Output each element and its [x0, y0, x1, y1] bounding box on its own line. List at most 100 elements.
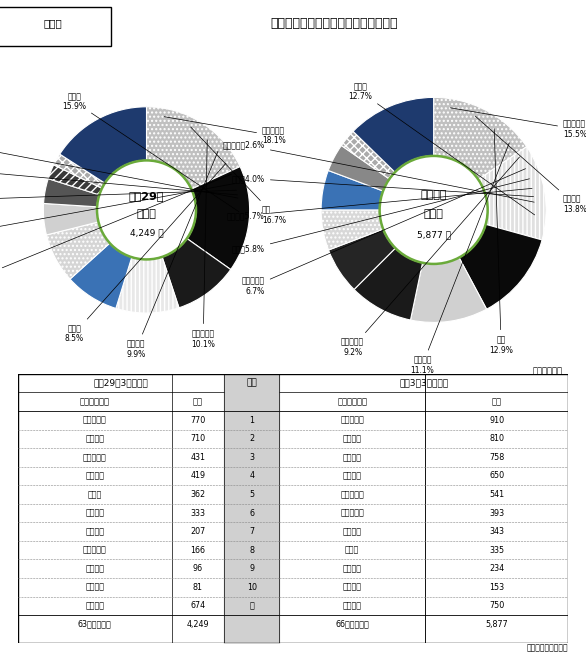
Wedge shape	[43, 178, 146, 210]
Wedge shape	[116, 210, 179, 313]
FancyBboxPatch shape	[0, 7, 111, 46]
Wedge shape	[146, 167, 250, 270]
Text: 166: 166	[190, 546, 206, 554]
Text: スリランカ　3.9%: スリランカ 3.9%	[0, 190, 237, 204]
Wedge shape	[329, 210, 434, 289]
Wedge shape	[321, 210, 434, 250]
Text: ベルー　5.7%: ベルー 5.7%	[227, 188, 532, 220]
Text: 外国人住民の国籍・地域別内訳の推移: 外国人住民の国籍・地域別内訳の推移	[270, 17, 398, 30]
Text: ３月末: ３月末	[137, 209, 156, 219]
Text: 1: 1	[249, 416, 254, 425]
Text: 96: 96	[193, 564, 203, 573]
Text: その他
15.9%: その他 15.9%	[62, 92, 239, 212]
Wedge shape	[48, 165, 146, 210]
Text: ベルー: ベルー	[87, 490, 102, 499]
Wedge shape	[46, 210, 146, 279]
Circle shape	[380, 156, 488, 264]
Text: 362: 362	[190, 490, 206, 499]
Text: 人数: 人数	[193, 398, 203, 406]
Text: フィリピン
15.5%: フィリピン 15.5%	[450, 108, 586, 138]
Text: ベルー
8.5%: ベルー 8.5%	[64, 163, 226, 343]
Text: 韓国・朝鮮: 韓国・朝鮮	[83, 453, 107, 462]
Text: ネパール: ネパール	[85, 527, 104, 536]
Wedge shape	[410, 210, 486, 323]
Text: 770: 770	[190, 416, 206, 425]
Text: 平成29年: 平成29年	[129, 192, 164, 201]
Wedge shape	[321, 171, 434, 210]
Text: フィリピン: フィリピン	[83, 416, 107, 425]
Text: 3: 3	[249, 453, 254, 462]
Text: スリランカ: スリランカ	[83, 546, 107, 554]
Text: 63か国・地域: 63か国・地域	[78, 620, 111, 629]
Text: ネパール: ネパール	[343, 472, 362, 480]
Text: 韓国・朝鮮
6.7%: 韓国・朝鮮 6.7%	[242, 169, 526, 296]
Wedge shape	[434, 97, 527, 210]
Text: 674: 674	[190, 602, 206, 610]
Text: ネパール
11.1%: ネパール 11.1%	[411, 143, 509, 375]
Text: 333: 333	[190, 508, 206, 518]
Text: フィリピン
18.1%: フィリピン 18.1%	[164, 117, 286, 146]
Text: ブラジル: ブラジル	[85, 564, 104, 573]
Text: ベルー: ベルー	[345, 546, 359, 554]
Text: モンゴル　1.9%: モンゴル 1.9%	[0, 142, 238, 198]
Text: 81: 81	[193, 583, 203, 592]
Text: 令和３年: 令和３年	[420, 190, 447, 200]
Text: （単位：人）: （単位：人）	[533, 366, 563, 375]
Text: モンゴル　2.6%: モンゴル 2.6%	[223, 140, 534, 202]
Wedge shape	[328, 146, 434, 210]
Wedge shape	[146, 107, 240, 210]
Text: タイ　5.8%: タイ 5.8%	[232, 179, 529, 254]
Text: ベトナム: ベトナム	[343, 434, 362, 443]
Text: 4,249: 4,249	[187, 620, 209, 629]
Text: 6: 6	[249, 508, 254, 518]
Text: その　他: その 他	[85, 602, 104, 610]
Text: 710: 710	[190, 434, 206, 443]
Text: ３月末: ３月末	[424, 209, 444, 219]
Wedge shape	[353, 97, 434, 210]
Text: 資料：住民基本台帳: 資料：住民基本台帳	[527, 644, 568, 653]
Text: 207: 207	[190, 527, 206, 536]
Text: 9: 9	[249, 564, 254, 573]
Text: 順位: 順位	[246, 379, 257, 388]
Text: 419: 419	[190, 472, 206, 480]
Text: 中　　国: 中 国	[85, 434, 104, 443]
Text: 335: 335	[489, 546, 505, 554]
Text: 韓国・朝鮮
10.1%: 韓国・朝鮮 10.1%	[191, 140, 215, 348]
Text: 343: 343	[489, 527, 505, 536]
Text: 国籍・地域名: 国籍・地域名	[337, 398, 367, 406]
Text: 5,877: 5,877	[485, 620, 508, 629]
Wedge shape	[342, 131, 434, 210]
Text: ブラジル　2.3%: ブラジル 2.3%	[0, 166, 237, 195]
Text: 4,249 人: 4,249 人	[130, 228, 163, 237]
Text: 234: 234	[489, 564, 505, 573]
Text: 393: 393	[489, 508, 505, 518]
Text: 図表２: 図表２	[43, 18, 62, 29]
Text: その他
12.7%: その他 12.7%	[349, 82, 534, 215]
Text: 431: 431	[190, 453, 206, 462]
Wedge shape	[434, 210, 542, 309]
Text: 平成29年3月末現在: 平成29年3月末現在	[94, 379, 148, 388]
Text: 910: 910	[489, 416, 505, 425]
Text: タ　　イ: タ イ	[343, 527, 362, 536]
Text: 中　　国: 中 国	[343, 453, 362, 462]
Text: 4: 4	[249, 472, 254, 480]
Wedge shape	[43, 203, 146, 235]
Text: タイ
7.8%: タイ 7.8%	[0, 174, 231, 283]
Text: 810: 810	[489, 434, 505, 443]
Text: ネパール　4.9%: ネパール 4.9%	[0, 184, 235, 237]
Text: 10: 10	[247, 583, 257, 592]
Text: 153: 153	[489, 583, 505, 592]
Text: 人数: 人数	[492, 398, 502, 406]
Text: ベトナム: ベトナム	[85, 472, 104, 480]
Text: 541: 541	[489, 490, 505, 499]
Wedge shape	[54, 154, 146, 210]
Wedge shape	[60, 107, 146, 210]
Circle shape	[97, 161, 196, 259]
Text: ベトナム
9.9%: ベトナム 9.9%	[127, 152, 218, 359]
Text: 750: 750	[489, 602, 505, 610]
Text: 7: 7	[249, 527, 254, 536]
Text: 650: 650	[489, 472, 505, 480]
Text: モンゴル: モンゴル	[85, 583, 104, 592]
Text: 韓国・朝鮮: 韓国・朝鮮	[340, 508, 364, 518]
Text: 5: 5	[249, 490, 254, 499]
